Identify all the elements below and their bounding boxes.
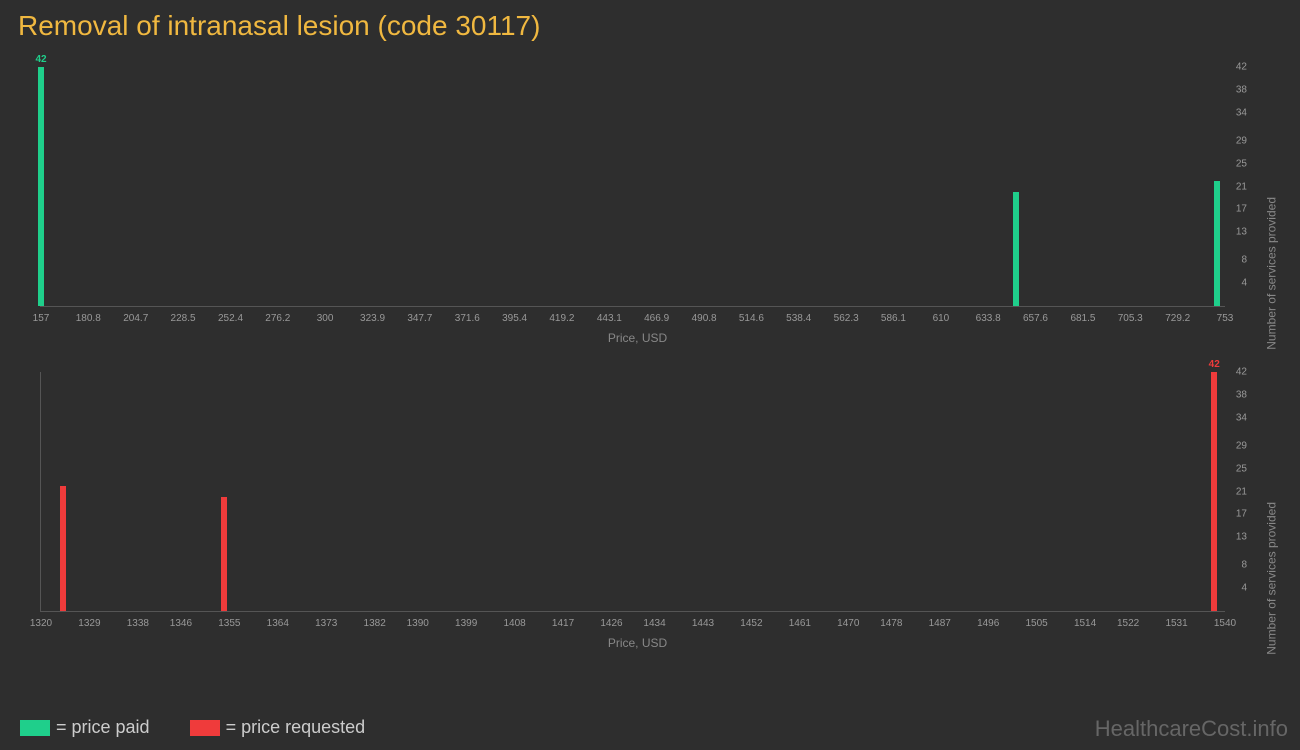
- y-tick: 25: [1236, 158, 1247, 169]
- y-tick: 4: [1241, 278, 1247, 289]
- y-tick: 8: [1241, 255, 1247, 266]
- y-tick: 34: [1236, 412, 1247, 423]
- legend-label-paid: = price paid: [56, 717, 150, 738]
- x-tick: 1531: [1165, 618, 1187, 629]
- x-tick: 1399: [455, 618, 477, 629]
- x-tick: 1461: [789, 618, 811, 629]
- legend-swatch-paid: [20, 720, 50, 736]
- y-axis-label: Number of services provided: [1265, 197, 1279, 350]
- x-tick: 657.6: [1023, 313, 1048, 324]
- x-tick: 228.5: [171, 313, 196, 324]
- y-tick: 17: [1236, 509, 1247, 520]
- y-tick: 21: [1236, 181, 1247, 192]
- x-tick: 562.3: [834, 313, 859, 324]
- x-tick: 1382: [364, 618, 386, 629]
- x-tick: 1496: [977, 618, 999, 629]
- x-tick: 1426: [600, 618, 622, 629]
- x-tick: 1417: [552, 618, 574, 629]
- x-tick: 1338: [127, 618, 149, 629]
- y-tick: 13: [1236, 227, 1247, 238]
- x-tick: 1505: [1026, 618, 1048, 629]
- x-tick: 1329: [78, 618, 100, 629]
- y-tick: 8: [1241, 560, 1247, 571]
- x-tick: 1408: [503, 618, 525, 629]
- x-tick: 1373: [315, 618, 337, 629]
- legend-label-requested: = price requested: [226, 717, 366, 738]
- y-tick: 38: [1236, 389, 1247, 400]
- y-tick: 38: [1236, 84, 1247, 95]
- y-tick: 4: [1241, 583, 1247, 594]
- x-tick: 610: [933, 313, 950, 324]
- bar-label: 42: [1209, 359, 1220, 370]
- legend-item-requested: = price requested: [190, 717, 366, 738]
- legend-swatch-requested: [190, 720, 220, 736]
- x-tick: 252.4: [218, 313, 243, 324]
- bar: [60, 486, 66, 611]
- x-tick: 1514: [1074, 618, 1096, 629]
- x-tick: 1487: [929, 618, 951, 629]
- x-tick: 157: [33, 313, 50, 324]
- x-tick: 1540: [1214, 618, 1236, 629]
- y-tick: 21: [1236, 486, 1247, 497]
- x-tick: 1470: [837, 618, 859, 629]
- x-tick: 753: [1217, 313, 1234, 324]
- x-axis-label: Price, USD: [608, 331, 667, 345]
- x-tick: 276.2: [265, 313, 290, 324]
- plot-area-paid: 157180.8204.7228.5252.4276.2300323.9347.…: [40, 67, 1225, 307]
- x-tick: 1443: [692, 618, 714, 629]
- x-tick: 1355: [218, 618, 240, 629]
- x-tick: 300: [317, 313, 334, 324]
- x-tick: 1364: [267, 618, 289, 629]
- legend-item-paid: = price paid: [20, 717, 150, 738]
- x-tick: 443.1: [597, 313, 622, 324]
- x-tick: 1434: [643, 618, 665, 629]
- y-tick: 13: [1236, 532, 1247, 543]
- bar-label: 42: [35, 54, 46, 65]
- x-tick: 1390: [407, 618, 429, 629]
- x-tick: 633.8: [976, 313, 1001, 324]
- y-tick: 34: [1236, 107, 1247, 118]
- x-tick: 681.5: [1070, 313, 1095, 324]
- x-tick: 323.9: [360, 313, 385, 324]
- y-tick: 42: [1236, 62, 1247, 73]
- page-title: Removal of intranasal lesion (code 30117…: [0, 0, 1300, 42]
- x-tick: 1452: [740, 618, 762, 629]
- watermark: HealthcareCost.info: [1095, 716, 1288, 742]
- x-tick: 490.8: [692, 313, 717, 324]
- bar: [1211, 372, 1217, 611]
- y-tick: 25: [1236, 463, 1247, 474]
- legend: = price paid = price requested: [20, 717, 365, 738]
- x-tick: 180.8: [76, 313, 101, 324]
- x-tick: 729.2: [1165, 313, 1190, 324]
- x-tick: 538.4: [786, 313, 811, 324]
- x-tick: 1522: [1117, 618, 1139, 629]
- y-tick: 17: [1236, 204, 1247, 215]
- x-tick: 419.2: [549, 313, 574, 324]
- x-tick: 586.1: [881, 313, 906, 324]
- x-tick: 1320: [30, 618, 52, 629]
- bar: [38, 67, 44, 306]
- bar: [221, 497, 227, 611]
- bar: [1013, 192, 1019, 306]
- x-tick: 395.4: [502, 313, 527, 324]
- x-tick: 466.9: [644, 313, 669, 324]
- x-tick: 1478: [880, 618, 902, 629]
- y-tick: 42: [1236, 367, 1247, 378]
- x-tick: 705.3: [1118, 313, 1143, 324]
- chart-price-paid: 157 180.8 204.7 228.5 252.4 276.2 300 323.9 347.…: [15, 47, 1260, 347]
- bar: [1214, 181, 1220, 306]
- x-tick: 514.6: [739, 313, 764, 324]
- y-tick: 29: [1236, 135, 1247, 146]
- plot-area-requested: 1320132913381346135513641373138213901399…: [40, 372, 1225, 612]
- x-tick: 204.7: [123, 313, 148, 324]
- y-tick: 29: [1236, 440, 1247, 451]
- chart-price-requested: 1320132913381346135513641373138213901399…: [15, 352, 1260, 652]
- x-tick: 371.6: [455, 313, 480, 324]
- x-tick: 347.7: [407, 313, 432, 324]
- x-axis-label: Price, USD: [608, 636, 667, 650]
- x-tick: 1346: [170, 618, 192, 629]
- y-axis-label: Number of services provided: [1265, 502, 1279, 655]
